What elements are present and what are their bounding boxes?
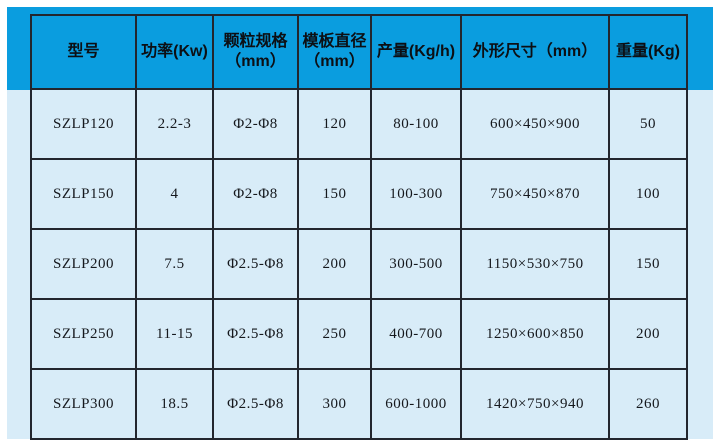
header-particle-spec: 颗粒规格 （mm）	[212, 14, 299, 90]
cell-power: 4	[135, 158, 214, 230]
header-weight: 重量(Kg)	[608, 14, 688, 90]
cell-model: SZLP250	[30, 298, 137, 370]
cell-die-diameter: 250	[297, 298, 372, 370]
cell-model: SZLP150	[30, 158, 137, 230]
cell-model: SZLP300	[30, 368, 137, 440]
cell-particle-spec: Φ2.5-Φ8	[212, 228, 299, 300]
cell-die-diameter: 300	[297, 368, 372, 440]
product-spec-table: 型号 功率(Kw) 颗粒规格 （mm） 模板直径 （mm） 产量(Kg/h) 外…	[30, 14, 688, 440]
cell-particle-spec: Φ2-Φ8	[212, 158, 299, 230]
cell-power: 18.5	[135, 368, 214, 440]
cell-dimensions: 1150×530×750	[460, 228, 610, 300]
cell-output: 300-500	[370, 228, 462, 300]
cell-weight: 260	[608, 368, 688, 440]
cell-output: 600-1000	[370, 368, 462, 440]
cell-model: SZLP120	[30, 88, 137, 160]
table-row: SZLP120 2.2-3 Φ2-Φ8 120 80-100 600×450×9…	[30, 88, 688, 160]
header-dimensions: 外形尺寸（mm）	[460, 14, 610, 90]
cell-die-diameter: 150	[297, 158, 372, 230]
table-row: SZLP150 4 Φ2-Φ8 150 100-300 750×450×870 …	[30, 158, 688, 230]
cell-output: 400-700	[370, 298, 462, 370]
cell-output: 80-100	[370, 88, 462, 160]
cell-dimensions: 1420×750×940	[460, 368, 610, 440]
header-power: 功率(Kw)	[135, 14, 214, 90]
cell-particle-spec: Φ2.5-Φ8	[212, 368, 299, 440]
cell-weight: 100	[608, 158, 688, 230]
cell-weight: 50	[608, 88, 688, 160]
header-model: 型号	[30, 14, 137, 90]
cell-power: 7.5	[135, 228, 214, 300]
cell-output: 100-300	[370, 158, 462, 230]
cell-power: 2.2-3	[135, 88, 214, 160]
cell-die-diameter: 200	[297, 228, 372, 300]
header-die-diameter: 模板直径 （mm）	[297, 14, 372, 90]
header-output: 产量(Kg/h)	[370, 14, 462, 90]
table-row: SZLP200 7.5 Φ2.5-Φ8 200 300-500 1150×530…	[30, 228, 688, 300]
cell-weight: 200	[608, 298, 688, 370]
table-frame: 型号 功率(Kw) 颗粒规格 （mm） 模板直径 （mm） 产量(Kg/h) 外…	[7, 7, 713, 440]
table-row: SZLP300 18.5 Φ2.5-Φ8 300 600-1000 1420×7…	[30, 368, 688, 440]
cell-particle-spec: Φ2-Φ8	[212, 88, 299, 160]
cell-power: 11-15	[135, 298, 214, 370]
cell-dimensions: 600×450×900	[460, 88, 610, 160]
table-row: SZLP250 11-15 Φ2.5-Φ8 250 400-700 1250×6…	[30, 298, 688, 370]
cell-dimensions: 750×450×870	[460, 158, 610, 230]
cell-dimensions: 1250×600×850	[460, 298, 610, 370]
table-header-row: 型号 功率(Kw) 颗粒规格 （mm） 模板直径 （mm） 产量(Kg/h) 外…	[30, 14, 688, 90]
cell-particle-spec: Φ2.5-Φ8	[212, 298, 299, 370]
cell-model: SZLP200	[30, 228, 137, 300]
cell-die-diameter: 120	[297, 88, 372, 160]
cell-weight: 150	[608, 228, 688, 300]
